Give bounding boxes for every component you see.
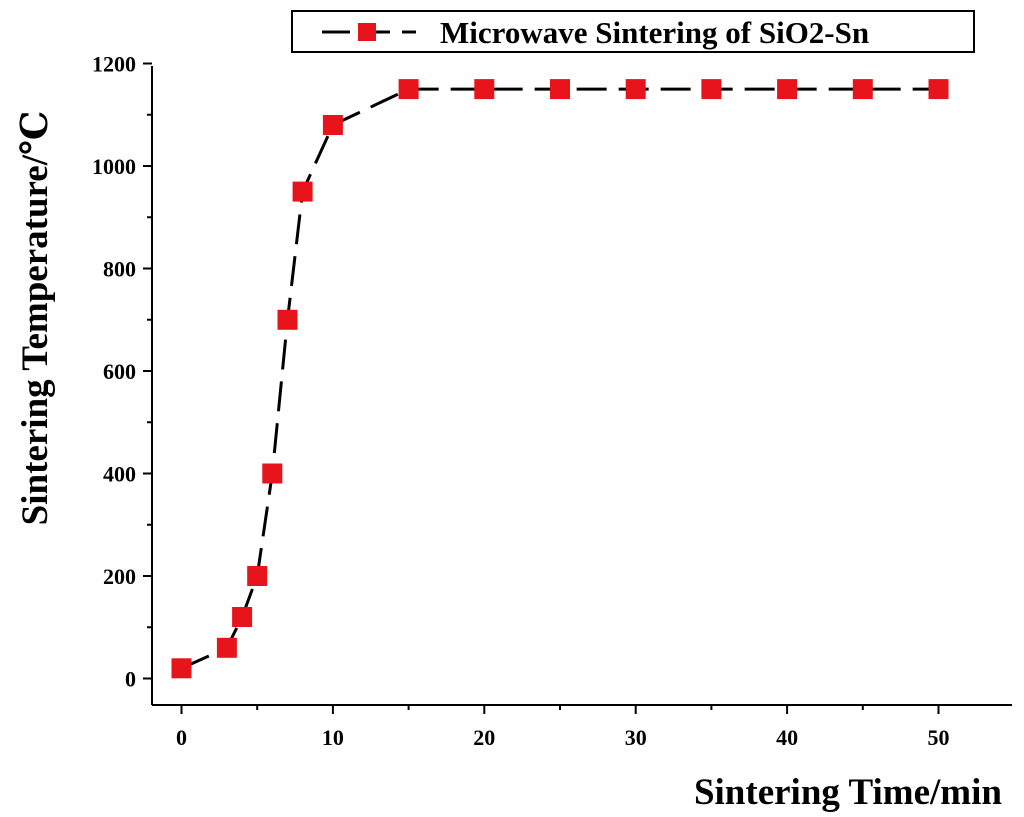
x-axis-title: Sintering Time/min xyxy=(694,772,1002,813)
x-tick-label: 40 xyxy=(776,725,798,750)
data-point-marker xyxy=(216,637,237,658)
x-tick-label: 10 xyxy=(322,725,344,750)
data-point-marker xyxy=(292,181,313,202)
data-point-marker xyxy=(474,79,495,100)
data-point-marker xyxy=(928,79,949,100)
y-tick-label: 0 xyxy=(125,667,136,692)
y-tick-label: 1200 xyxy=(92,52,136,77)
axes: 0 10 20 30 40 50 0 200 400 600 800 1000 1200 xyxy=(92,52,1012,750)
legend-label: Microwave Sintering of SiO2-Sn xyxy=(440,15,869,50)
y-tick-label: 400 xyxy=(103,462,136,487)
data-point-marker xyxy=(701,79,722,100)
data-point-marker xyxy=(232,607,253,627)
series-group xyxy=(171,79,949,679)
y-tick-label: 1000 xyxy=(92,154,136,179)
legend: Microwave Sintering of SiO2-Sn xyxy=(291,10,975,53)
y-tick-label: 200 xyxy=(103,564,136,589)
y-tick-label: 600 xyxy=(103,359,136,384)
x-tick-label: 0 xyxy=(176,725,187,750)
y-axis-title: Sintering Temperature/℃ xyxy=(15,111,56,526)
series-line xyxy=(180,87,939,670)
data-point-marker xyxy=(398,79,419,100)
data-point-marker xyxy=(322,115,343,135)
x-tick-label: 50 xyxy=(928,725,950,750)
x-tick-label: 20 xyxy=(473,725,495,750)
data-point-marker xyxy=(777,79,798,100)
x-tick-label: 30 xyxy=(625,725,647,750)
legend-marker xyxy=(358,23,376,41)
y-tick-label: 800 xyxy=(103,257,136,282)
data-point-marker xyxy=(277,309,298,330)
data-point-marker xyxy=(262,463,283,484)
data-point-marker xyxy=(625,79,646,100)
data-point-marker xyxy=(171,658,192,679)
data-point-marker xyxy=(550,79,570,100)
data-point-marker xyxy=(247,566,268,586)
data-point-marker xyxy=(852,79,873,100)
